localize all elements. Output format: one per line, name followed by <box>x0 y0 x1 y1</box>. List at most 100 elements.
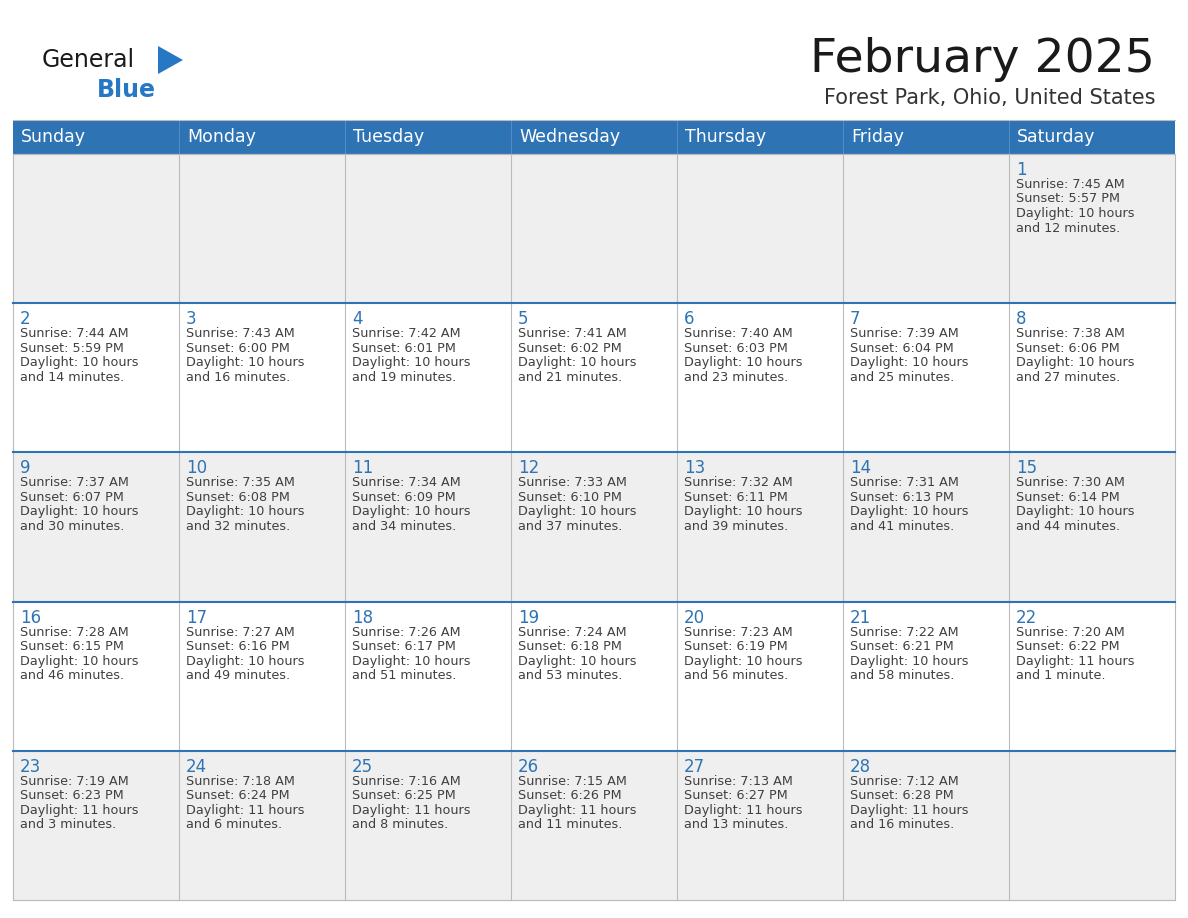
Text: Daylight: 11 hours: Daylight: 11 hours <box>352 804 470 817</box>
Text: 18: 18 <box>352 609 373 627</box>
Text: 22: 22 <box>1016 609 1037 627</box>
Text: Daylight: 11 hours: Daylight: 11 hours <box>518 804 637 817</box>
Text: Sunrise: 7:15 AM: Sunrise: 7:15 AM <box>518 775 627 788</box>
Text: and 19 minutes.: and 19 minutes. <box>352 371 456 384</box>
Text: 15: 15 <box>1016 459 1037 477</box>
Text: Blue: Blue <box>97 78 156 102</box>
Text: Sunrise: 7:44 AM: Sunrise: 7:44 AM <box>20 327 128 341</box>
Text: Daylight: 10 hours: Daylight: 10 hours <box>20 356 139 369</box>
Bar <box>13 453 1175 601</box>
Text: Daylight: 10 hours: Daylight: 10 hours <box>849 356 968 369</box>
Text: and 53 minutes.: and 53 minutes. <box>518 669 623 682</box>
Text: Monday: Monday <box>187 128 255 146</box>
Text: 27: 27 <box>684 757 706 776</box>
Text: and 39 minutes.: and 39 minutes. <box>684 520 789 533</box>
Text: Daylight: 11 hours: Daylight: 11 hours <box>684 804 803 817</box>
Text: Daylight: 10 hours: Daylight: 10 hours <box>187 655 304 667</box>
Text: Sunrise: 7:34 AM: Sunrise: 7:34 AM <box>352 476 461 489</box>
Text: Sunrise: 7:40 AM: Sunrise: 7:40 AM <box>684 327 792 341</box>
Text: 28: 28 <box>849 757 871 776</box>
Text: Daylight: 10 hours: Daylight: 10 hours <box>684 506 803 519</box>
Text: Wednesday: Wednesday <box>519 128 620 146</box>
Text: Sunset: 6:19 PM: Sunset: 6:19 PM <box>684 640 788 653</box>
Text: Sunset: 6:22 PM: Sunset: 6:22 PM <box>1016 640 1119 653</box>
Text: and 25 minutes.: and 25 minutes. <box>849 371 954 384</box>
Text: Thursday: Thursday <box>685 128 766 146</box>
Text: Daylight: 10 hours: Daylight: 10 hours <box>20 655 139 667</box>
Text: 24: 24 <box>187 757 207 776</box>
Text: Sunset: 6:13 PM: Sunset: 6:13 PM <box>849 491 954 504</box>
Text: 17: 17 <box>187 609 207 627</box>
Text: Daylight: 10 hours: Daylight: 10 hours <box>518 356 637 369</box>
Text: Daylight: 10 hours: Daylight: 10 hours <box>684 356 803 369</box>
Text: Sunrise: 7:43 AM: Sunrise: 7:43 AM <box>187 327 295 341</box>
Text: 13: 13 <box>684 459 706 477</box>
Text: 8: 8 <box>1016 310 1026 329</box>
Text: and 16 minutes.: and 16 minutes. <box>849 818 954 832</box>
Text: 14: 14 <box>849 459 871 477</box>
Text: 25: 25 <box>352 757 373 776</box>
Text: Sunrise: 7:20 AM: Sunrise: 7:20 AM <box>1016 625 1125 639</box>
Bar <box>13 303 1175 453</box>
Text: Sunset: 6:00 PM: Sunset: 6:00 PM <box>187 341 290 354</box>
Text: and 51 minutes.: and 51 minutes. <box>352 669 456 682</box>
Text: Sunset: 6:02 PM: Sunset: 6:02 PM <box>518 341 621 354</box>
Text: Sunset: 6:27 PM: Sunset: 6:27 PM <box>684 789 788 802</box>
Text: and 23 minutes.: and 23 minutes. <box>684 371 789 384</box>
Text: Sunset: 6:04 PM: Sunset: 6:04 PM <box>849 341 954 354</box>
Text: Sunrise: 7:12 AM: Sunrise: 7:12 AM <box>849 775 959 788</box>
Text: Sunrise: 7:33 AM: Sunrise: 7:33 AM <box>518 476 627 489</box>
Text: Daylight: 10 hours: Daylight: 10 hours <box>1016 356 1135 369</box>
Text: and 16 minutes.: and 16 minutes. <box>187 371 290 384</box>
Polygon shape <box>158 46 183 74</box>
Text: 6: 6 <box>684 310 695 329</box>
Text: Daylight: 10 hours: Daylight: 10 hours <box>20 506 139 519</box>
Text: and 12 minutes.: and 12 minutes. <box>1016 221 1120 234</box>
Text: and 44 minutes.: and 44 minutes. <box>1016 520 1120 533</box>
Text: Sunset: 6:08 PM: Sunset: 6:08 PM <box>187 491 290 504</box>
Text: Daylight: 11 hours: Daylight: 11 hours <box>849 804 968 817</box>
Text: Sunset: 6:15 PM: Sunset: 6:15 PM <box>20 640 124 653</box>
Text: Sunset: 6:23 PM: Sunset: 6:23 PM <box>20 789 124 802</box>
Text: Sunset: 6:03 PM: Sunset: 6:03 PM <box>684 341 788 354</box>
Text: Sunrise: 7:23 AM: Sunrise: 7:23 AM <box>684 625 792 639</box>
Text: Daylight: 11 hours: Daylight: 11 hours <box>1016 655 1135 667</box>
Text: Daylight: 10 hours: Daylight: 10 hours <box>1016 506 1135 519</box>
Text: Saturday: Saturday <box>1017 128 1095 146</box>
Text: Daylight: 10 hours: Daylight: 10 hours <box>187 356 304 369</box>
Text: and 14 minutes.: and 14 minutes. <box>20 371 125 384</box>
Text: and 3 minutes.: and 3 minutes. <box>20 818 116 832</box>
Text: Sunrise: 7:22 AM: Sunrise: 7:22 AM <box>849 625 959 639</box>
Text: Daylight: 10 hours: Daylight: 10 hours <box>187 506 304 519</box>
Text: Sunset: 6:25 PM: Sunset: 6:25 PM <box>352 789 456 802</box>
Text: 23: 23 <box>20 757 42 776</box>
Text: Forest Park, Ohio, United States: Forest Park, Ohio, United States <box>823 88 1155 108</box>
Text: Sunset: 6:21 PM: Sunset: 6:21 PM <box>849 640 954 653</box>
Text: Sunrise: 7:13 AM: Sunrise: 7:13 AM <box>684 775 792 788</box>
Text: Sunrise: 7:28 AM: Sunrise: 7:28 AM <box>20 625 128 639</box>
Text: Sunrise: 7:41 AM: Sunrise: 7:41 AM <box>518 327 627 341</box>
Text: Daylight: 11 hours: Daylight: 11 hours <box>20 804 139 817</box>
Text: Sunrise: 7:19 AM: Sunrise: 7:19 AM <box>20 775 128 788</box>
Text: 11: 11 <box>352 459 373 477</box>
Text: Sunrise: 7:16 AM: Sunrise: 7:16 AM <box>352 775 461 788</box>
Text: Daylight: 10 hours: Daylight: 10 hours <box>518 655 637 667</box>
Text: Sunrise: 7:32 AM: Sunrise: 7:32 AM <box>684 476 792 489</box>
Text: Sunset: 6:11 PM: Sunset: 6:11 PM <box>684 491 788 504</box>
Text: Daylight: 10 hours: Daylight: 10 hours <box>352 506 470 519</box>
Text: 26: 26 <box>518 757 539 776</box>
Text: Daylight: 10 hours: Daylight: 10 hours <box>1016 207 1135 220</box>
Text: February 2025: February 2025 <box>810 38 1155 83</box>
Text: General: General <box>42 48 135 72</box>
Text: 9: 9 <box>20 459 31 477</box>
Text: Friday: Friday <box>851 128 904 146</box>
Text: and 11 minutes.: and 11 minutes. <box>518 818 623 832</box>
Text: and 56 minutes.: and 56 minutes. <box>684 669 789 682</box>
Text: Tuesday: Tuesday <box>353 128 424 146</box>
Bar <box>13 751 1175 900</box>
Text: Sunrise: 7:39 AM: Sunrise: 7:39 AM <box>849 327 959 341</box>
Text: Sunset: 6:16 PM: Sunset: 6:16 PM <box>187 640 290 653</box>
Text: and 34 minutes.: and 34 minutes. <box>352 520 456 533</box>
Text: and 46 minutes.: and 46 minutes. <box>20 669 124 682</box>
Text: Sunrise: 7:18 AM: Sunrise: 7:18 AM <box>187 775 295 788</box>
